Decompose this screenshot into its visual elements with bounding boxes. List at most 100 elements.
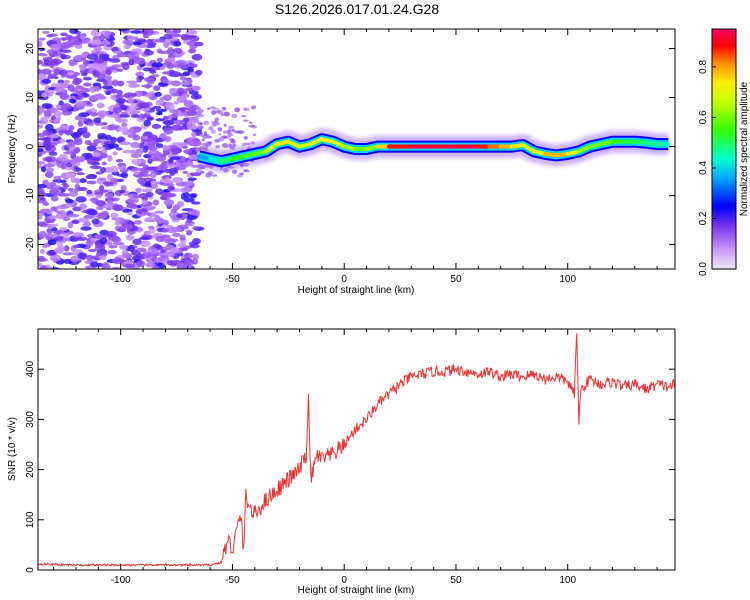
noise-speck <box>131 92 137 97</box>
noise-speck <box>145 262 156 268</box>
noise-speck <box>60 32 68 37</box>
noise-speck <box>187 66 194 73</box>
noise-speck <box>175 90 188 94</box>
noise-speck <box>69 146 75 151</box>
noise-speck <box>248 124 256 128</box>
noise-speck <box>73 166 79 170</box>
noise-speck <box>73 31 82 35</box>
noise-speck <box>71 79 81 86</box>
noise-speck <box>47 73 57 78</box>
noise-speck <box>160 249 166 254</box>
noise-speck <box>180 192 186 200</box>
noise-speck <box>174 119 186 126</box>
noise-speck <box>126 80 138 84</box>
noise-speck <box>154 91 162 97</box>
noise-speck <box>190 209 201 216</box>
noise-speck <box>76 172 85 176</box>
noise-speck <box>77 252 88 260</box>
noise-speck <box>79 64 87 71</box>
noise-speck <box>41 166 47 173</box>
noise-speck <box>41 103 53 110</box>
chart-title: S126.2026.017.01.24.G28 <box>275 1 439 17</box>
noise-speck <box>86 189 93 195</box>
noise-speck <box>191 201 201 205</box>
noise-speck <box>165 103 175 111</box>
noise-speck <box>151 62 164 68</box>
noise-speck <box>53 118 61 123</box>
noise-speck <box>46 34 54 38</box>
noise-speck <box>128 97 135 104</box>
noise-speck <box>94 85 101 92</box>
noise-speck <box>103 181 114 187</box>
noise-speck <box>184 252 193 260</box>
noise-speck <box>112 107 122 114</box>
bottom-y-axis-label: SNR (10 * v/v) <box>7 417 18 481</box>
noise-speck <box>177 125 185 131</box>
noise-speck <box>231 113 238 118</box>
noise-speck <box>49 188 59 195</box>
noise-speck <box>54 86 66 93</box>
colorbar-tick-label: 0.6 <box>698 110 709 124</box>
noise-speck <box>60 163 67 170</box>
noise-speck <box>206 107 211 111</box>
noise-speck <box>112 79 119 87</box>
top-y-tick-label: 0 <box>25 143 36 149</box>
noise-speck <box>164 192 177 198</box>
bottom-y-tick-label: 100 <box>25 511 36 528</box>
track-core-segment <box>331 139 347 149</box>
noise-speck <box>155 99 165 106</box>
noise-speck <box>52 37 61 42</box>
noise-speck <box>195 168 202 174</box>
noise-speck <box>187 106 197 113</box>
noise-speck <box>141 251 152 259</box>
noise-speck <box>118 164 127 171</box>
noise-speck <box>74 184 81 189</box>
noise-speck <box>42 30 50 35</box>
noise-speck <box>159 133 167 140</box>
noise-speck <box>116 173 128 177</box>
noise-speck <box>39 266 48 269</box>
noise-speck <box>78 156 86 163</box>
noise-speck <box>170 92 180 97</box>
noise-speck <box>81 56 87 62</box>
noise-speck <box>68 98 77 104</box>
snr-background <box>38 329 675 570</box>
noise-speck <box>176 213 183 219</box>
noise-speck <box>53 110 62 117</box>
noise-speck <box>49 134 60 139</box>
noise-speck <box>155 111 163 116</box>
noise-speck <box>115 217 125 224</box>
noise-speck <box>140 188 153 193</box>
noise-speck <box>214 117 219 122</box>
noise-speck <box>131 158 142 165</box>
noise-speck <box>145 191 154 198</box>
noise-speck <box>91 152 102 158</box>
noise-speck <box>215 144 220 149</box>
noise-speck <box>248 121 253 124</box>
noise-speck <box>97 133 107 139</box>
colorbar-tick-label: 0.2 <box>698 211 709 225</box>
noise-speck <box>91 218 100 225</box>
noise-speck <box>187 177 197 181</box>
noise-speck <box>47 239 57 246</box>
noise-speck <box>55 229 64 235</box>
noise-speck <box>85 265 91 269</box>
noise-speck <box>86 180 97 185</box>
noise-speck <box>243 107 250 112</box>
noise-speck <box>127 197 139 204</box>
noise-speck <box>186 230 193 236</box>
noise-speck <box>95 243 102 249</box>
top-x-tick-label: 100 <box>559 274 576 285</box>
noise-speck <box>240 115 247 118</box>
noise-speck <box>151 74 160 78</box>
noise-speck <box>38 221 47 225</box>
noise-speck <box>82 126 88 132</box>
noise-speck <box>161 228 169 233</box>
noise-speck <box>102 261 109 268</box>
noise-speck <box>87 248 97 253</box>
noise-speck <box>85 240 93 247</box>
noise-speck <box>251 105 257 110</box>
noise-speck <box>232 169 238 174</box>
noise-speck <box>106 230 117 238</box>
noise-speck <box>139 167 148 173</box>
